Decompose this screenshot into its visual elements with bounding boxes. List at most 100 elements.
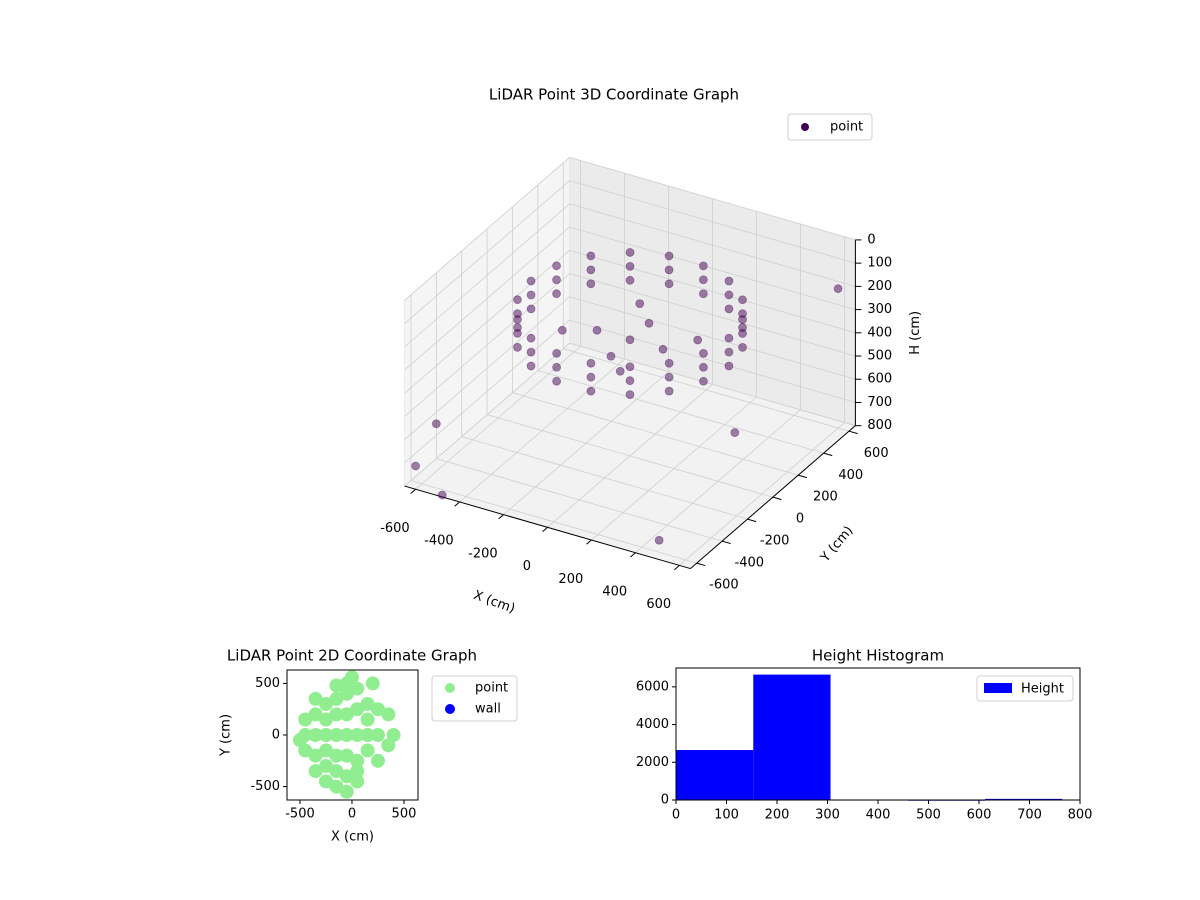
point [526,333,536,343]
legend-marker [984,683,1012,693]
point [339,748,354,763]
y-tick-label: -500 [250,779,280,794]
grid-line [569,203,856,287]
point [386,728,401,742]
points [292,670,401,799]
tick-mark [630,552,636,558]
point [365,676,380,691]
point [586,358,596,368]
point [308,748,323,763]
x-tick-label: 400 [866,808,891,823]
tick-mark [823,452,833,457]
y-tick-label: 2000 [636,755,669,770]
point [370,702,385,717]
x-tick-label: -400 [424,534,454,549]
point [308,707,323,722]
point [693,335,703,345]
point [664,265,674,275]
grid-line [404,296,570,440]
grid-line [569,342,856,427]
x-axis-label: X (cm) [471,588,517,617]
grid-line [404,273,570,417]
point [318,728,333,742]
point [513,295,522,305]
point [552,376,562,386]
point [833,284,843,294]
point [513,342,522,352]
point [329,728,344,742]
legend-box [787,113,873,141]
point [664,251,674,261]
point [557,325,567,335]
grid-line [569,180,856,264]
x-tick-label: 500 [916,808,941,823]
point [654,535,664,545]
grid-line [404,250,570,394]
tick-mark [772,496,782,501]
z-tick-label: 200 [867,279,892,294]
y-tick-label: -600 [709,578,739,593]
point [339,728,354,742]
point [724,304,734,314]
grid-line [486,414,774,498]
point [644,318,654,328]
grid-line [569,273,856,357]
point [698,289,708,299]
point [526,276,536,286]
point [738,329,747,338]
points [411,248,843,545]
point [552,261,561,271]
grid-line [404,203,570,348]
point [360,743,375,758]
point [738,295,747,305]
x-tick-label: 0 [348,807,356,822]
grid-line [404,180,570,324]
point [431,419,441,429]
point [606,351,616,361]
y-tick-label: 6000 [636,679,669,694]
point [526,304,536,314]
tick-mark [798,474,807,479]
point [318,697,333,712]
x-tick-label: -200 [468,546,498,561]
tick-mark [721,540,731,545]
point [724,333,734,343]
point [339,707,354,722]
point [329,764,344,779]
tick-mark [454,501,460,507]
y-tick-label: -400 [735,556,765,571]
grid-line [404,157,570,301]
point [350,728,365,742]
point [586,386,596,396]
bar [753,674,831,800]
point [329,748,344,763]
point [350,764,365,779]
point [586,372,596,382]
point [552,362,562,372]
point [381,707,396,722]
z-tick-label: 300 [867,302,892,317]
point [526,347,536,357]
point [625,248,635,257]
point [625,362,635,372]
point [329,691,344,706]
y-tick-label: 0 [272,728,280,743]
point [635,299,645,309]
grid-line [569,249,856,334]
legend-label: point [475,681,508,696]
point [625,335,635,345]
point [350,774,365,789]
grid-line [512,392,799,476]
chart-title: LiDAR Point 2D Coordinate Graph [227,647,477,665]
grid-line [569,296,856,380]
x-axis-line [404,485,691,570]
grid-line [569,157,856,241]
y-tick-label: 0 [796,512,804,527]
grid-line [404,226,570,371]
point [526,290,536,300]
x-tick-label: -600 [380,521,410,536]
point [339,686,354,701]
x-tick-label: 600 [646,597,671,612]
point [318,743,333,758]
bar [676,750,754,800]
